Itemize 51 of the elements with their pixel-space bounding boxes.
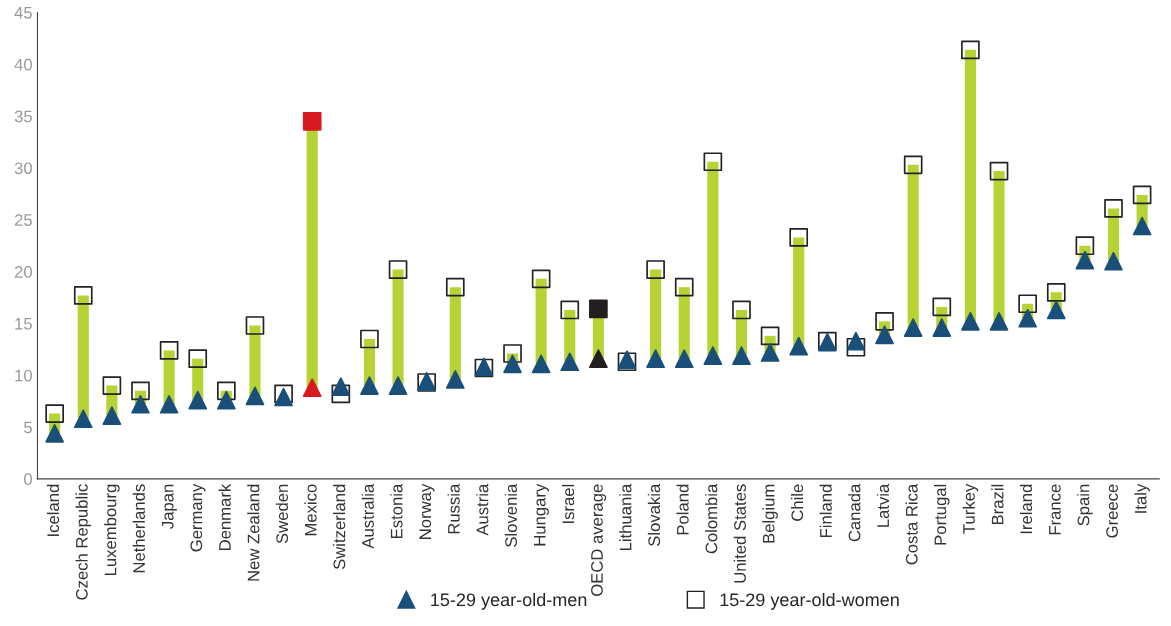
- x-tick-label: Chile: [790, 484, 804, 521]
- x-tick-label: Hungary: [533, 483, 549, 546]
- y-tick-label: 0: [23, 473, 32, 486]
- x-tick-label: Russia: [447, 483, 460, 534]
- x-tick-label: Mexico: [304, 484, 317, 536]
- x-tick-label: Slovenia: [504, 483, 517, 547]
- x-tick-label: Brazil: [991, 484, 1004, 525]
- x-tick-label: United States: [733, 484, 746, 583]
- x-tick-label: Spain: [1077, 484, 1093, 526]
- y-tick-label: 10: [15, 369, 32, 382]
- x-tick-label: Latvia: [876, 483, 890, 527]
- x-tick-label: Iceland: [46, 484, 60, 536]
- x-tick-label: Colombia: [705, 483, 718, 554]
- x-tick-label: Switzerland: [333, 484, 346, 570]
- x-tick-label: Netherlands: [132, 484, 145, 573]
- y-tick-label: 5: [24, 421, 32, 434]
- x-tick-label: Japan: [161, 484, 177, 529]
- y-tick-label: 25: [14, 214, 32, 226]
- x-tick-label: Austria: [476, 483, 489, 536]
- x-tick-label: Estonia: [390, 483, 403, 538]
- x-tick-label: OECD average: [591, 484, 607, 596]
- x-tick-label: France: [1049, 484, 1061, 535]
- x-tick-label: Canada: [848, 483, 861, 542]
- y-tick-label: 45: [14, 7, 32, 19]
- x-tick-label: Italy: [1134, 483, 1150, 513]
- x-tick-label: Costa Rica: [905, 483, 918, 565]
- legend-label: 15-29 year-old-men: [431, 592, 587, 610]
- x-tick-label: Turkey: [962, 483, 979, 534]
- legend-label: 15-29 year-old-women: [720, 592, 899, 610]
- x-tick-label: Lithuania: [619, 483, 632, 551]
- x-tick-label: Australia: [361, 483, 374, 549]
- x-tick-label: Slovakia: [647, 483, 661, 546]
- x-tick-label: Portugal: [934, 484, 950, 545]
- y-tick-label: 30: [14, 162, 32, 175]
- y-tick-label: 15: [15, 318, 32, 330]
- x-tick-label: Sweden: [275, 484, 289, 544]
- x-tick-label: Ireland: [1019, 484, 1033, 534]
- x-tick-label: Finland: [819, 484, 832, 538]
- x-tick-label: New Zealand: [247, 484, 260, 581]
- y-tick-label: 40: [14, 58, 32, 71]
- y-tick-label: 35: [14, 110, 32, 123]
- x-tick-label: Israel: [561, 484, 575, 523]
- x-tick-label: Czech Republic: [75, 484, 92, 600]
- x-tick-label: Germany: [190, 483, 206, 552]
- x-tick-label: Luxembourg: [104, 484, 120, 576]
- x-tick-label: Poland: [676, 484, 689, 535]
- x-tick-label: Belgium: [762, 484, 778, 543]
- x-tick-label: Denmark: [218, 483, 231, 550]
- x-tick-label: Greece: [1106, 484, 1118, 538]
- y-tick-label: 20: [14, 266, 32, 278]
- x-tick-label: Norway: [419, 483, 435, 539]
